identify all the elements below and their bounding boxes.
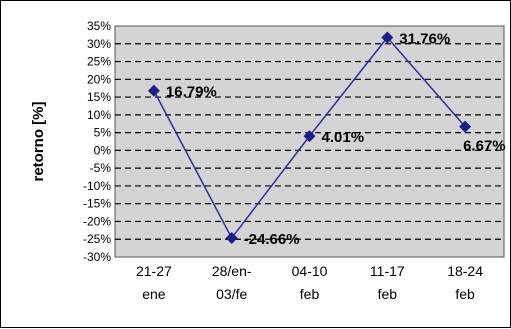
- data-label: 4.01%: [322, 129, 365, 146]
- data-point: [147, 84, 160, 97]
- data-point: [303, 130, 316, 143]
- y-tick-label: -25%: [83, 232, 111, 246]
- x-tick-label: ene: [142, 286, 166, 302]
- y-tick-label: 20%: [87, 72, 111, 86]
- data-label: -24.66%: [244, 231, 300, 248]
- y-tick-label: 0%: [94, 143, 112, 157]
- x-tick-label: feb: [455, 286, 475, 302]
- y-tick-label: 30%: [87, 37, 111, 51]
- data-point: [225, 232, 238, 245]
- x-tick-label: 28/en-: [212, 263, 252, 279]
- x-tick-label: 04-10: [292, 263, 328, 279]
- x-tick-label: feb: [378, 286, 398, 302]
- data-label: 16.79%: [166, 84, 217, 101]
- y-tick-label: 10%: [87, 108, 111, 122]
- y-tick-label: 15%: [87, 90, 111, 104]
- data-label: 31.76%: [399, 31, 450, 48]
- data-label: 6.67%: [463, 138, 506, 155]
- x-tick-label: 03/fe: [216, 286, 247, 302]
- y-tick-label: -30%: [83, 250, 111, 264]
- x-tick-label: 18-24: [447, 263, 483, 279]
- y-tick-label: -10%: [83, 179, 111, 193]
- y-tick-label: -5%: [90, 161, 112, 175]
- x-tick-label: 21-27: [136, 263, 172, 279]
- y-tick-label: 25%: [87, 55, 111, 69]
- y-tick-label: 35%: [87, 19, 111, 33]
- y-tick-label: 5%: [94, 126, 112, 140]
- data-point: [381, 31, 394, 44]
- x-tick-label: feb: [300, 286, 320, 302]
- y-tick-label: -15%: [83, 197, 111, 211]
- y-tick-label: -20%: [83, 214, 111, 228]
- data-point: [459, 120, 472, 133]
- y-axis-title: retorno [%]: [30, 102, 47, 182]
- x-tick-label: 11-17: [370, 263, 405, 279]
